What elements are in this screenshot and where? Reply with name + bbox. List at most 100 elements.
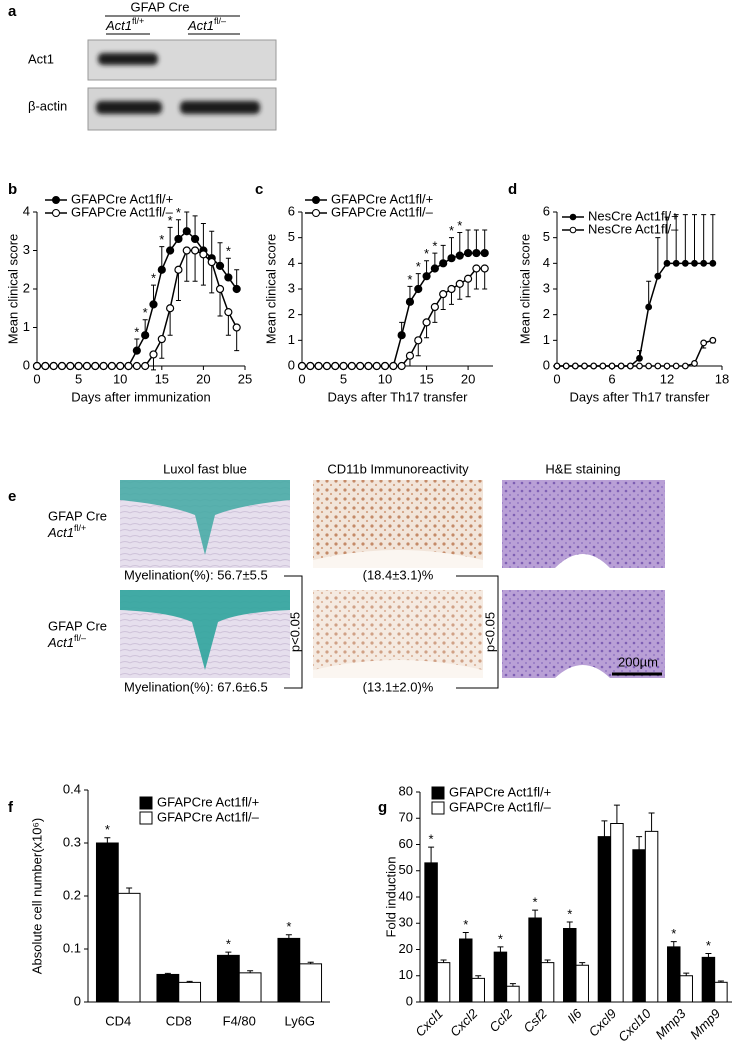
- data-point: [571, 362, 579, 370]
- error-bar: [646, 280, 652, 307]
- legend-label: NesCre Act1fl/+: [588, 208, 679, 223]
- significance: *: [463, 917, 468, 932]
- significance: *: [416, 259, 421, 274]
- blot-header: GFAP Cre: [130, 0, 189, 14]
- x-tick-label: Mmp9: [687, 1006, 723, 1042]
- cd11b-percent: (18.4±3.1)%: [363, 567, 434, 582]
- gene: Act1: [187, 18, 214, 33]
- x-tick-label: Cxcl2: [447, 1005, 481, 1039]
- error-bar: [462, 931, 469, 939]
- y-tick-label: 1: [23, 319, 30, 334]
- error-bar: [428, 846, 435, 863]
- panel-label: c: [255, 181, 263, 198]
- data-point: [645, 362, 653, 370]
- data-point: [174, 234, 183, 244]
- y-tick-label: 5: [543, 229, 550, 244]
- bar: [459, 938, 473, 1003]
- data-point: [590, 362, 598, 370]
- y-tick-label: 3: [543, 280, 550, 295]
- significance: *: [105, 822, 110, 837]
- data-point: [224, 308, 233, 317]
- panel-label: e: [8, 488, 16, 505]
- error-bar: [307, 961, 314, 964]
- data-point: [581, 362, 588, 370]
- data-point: [347, 361, 356, 371]
- error-bar: [648, 812, 655, 832]
- data-point: [141, 361, 150, 371]
- y-tick-label: 60: [399, 836, 413, 851]
- data-point: [608, 362, 616, 370]
- bar: [471, 977, 485, 1003]
- column-header: CD11b Immunoreactivity: [327, 461, 469, 476]
- row-label: Act1fl/–: [47, 633, 86, 650]
- error-bar: [701, 214, 707, 264]
- bar: [117, 892, 141, 1003]
- error-bar: [532, 909, 539, 918]
- error-bar: [670, 941, 677, 947]
- blot-row: β-actin: [28, 98, 67, 113]
- y-tick-label: 4: [288, 255, 295, 270]
- data-point: [215, 284, 225, 294]
- legend-swatch: [431, 786, 445, 800]
- data-point: [397, 361, 406, 371]
- y-axis-label: Mean clinical score: [263, 234, 278, 345]
- data-point: [182, 246, 191, 255]
- error-bar: [673, 214, 679, 264]
- data-point: [480, 248, 489, 258]
- data-point: [74, 361, 83, 371]
- x-tick-label: 6: [608, 371, 615, 386]
- x-tick-label: 12: [660, 371, 674, 386]
- data-point: [166, 246, 175, 255]
- panel-label: d: [508, 181, 517, 198]
- data-point: [599, 362, 607, 370]
- column-header: Luxol fast blue: [163, 461, 247, 476]
- bar: [95, 842, 119, 1003]
- x-tick-label: 0: [33, 371, 40, 386]
- legend-label: GFAPCre Act1fl/+: [157, 794, 259, 809]
- data-point: [447, 254, 456, 263]
- data-point: [132, 361, 141, 371]
- bar: [424, 862, 438, 1003]
- data-point: [663, 259, 671, 267]
- data-point: [389, 361, 398, 371]
- gene: Act1: [105, 18, 132, 33]
- error-bar: [636, 836, 643, 850]
- data-point: [480, 264, 489, 273]
- row-label: GFAP Cre: [48, 508, 107, 523]
- x-tick-label: CD8: [166, 1013, 192, 1028]
- y-tick-label: 1: [543, 332, 550, 347]
- data-point: [439, 259, 448, 268]
- series-line: [557, 262, 713, 367]
- y-tick-label: 0: [543, 357, 550, 372]
- y-tick-label: 40: [399, 888, 413, 903]
- data-point: [414, 336, 423, 345]
- x-tick-label: Ccl2: [486, 1005, 516, 1035]
- data-point: [636, 362, 643, 370]
- data-point: [681, 259, 689, 267]
- x-tick-label: 5: [340, 371, 347, 386]
- error-bar: [209, 262, 215, 294]
- y-axis-label: Mean clinical score: [517, 234, 532, 345]
- data-point: [422, 272, 431, 281]
- error-bar: [497, 946, 504, 953]
- stain-region: [120, 480, 290, 555]
- data-point: [124, 361, 133, 371]
- x-tick-label: F4/80: [223, 1013, 256, 1028]
- significance: *: [226, 937, 231, 952]
- y-tick-label: 0.1: [63, 940, 81, 955]
- data-point: [199, 250, 208, 259]
- y-tick-label: 6: [543, 203, 550, 218]
- bar: [644, 830, 659, 1003]
- data-point: [691, 259, 698, 267]
- allele: fl/+: [74, 523, 86, 533]
- blot-column: Act1fl/+: [105, 16, 144, 33]
- y-tick-label: 2: [543, 306, 550, 321]
- panel-label: g: [378, 799, 387, 816]
- y-tick-label: 30: [399, 915, 413, 930]
- stat-bracket: [284, 575, 303, 689]
- data-point: [397, 331, 406, 340]
- data-point: [32, 361, 42, 371]
- bar: [277, 937, 301, 1003]
- data-point: [422, 318, 431, 327]
- y-tick-label: 2: [23, 280, 30, 295]
